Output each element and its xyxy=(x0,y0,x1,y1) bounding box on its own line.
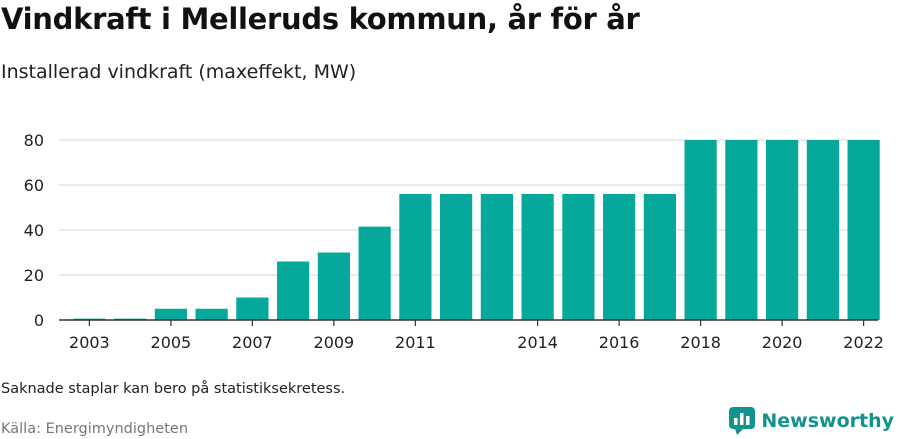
x-tick-label: 2022 xyxy=(843,333,884,352)
brand-logo[interactable]: Newsworthy xyxy=(729,407,894,435)
bar-2011 xyxy=(399,194,432,320)
bar-2021 xyxy=(806,140,839,320)
chart-title: Vindkraft i Melleruds kommun, år för år xyxy=(1,2,640,36)
bar-2017 xyxy=(643,194,676,320)
bar-2007 xyxy=(236,297,269,320)
x-tick-label: 2020 xyxy=(762,333,803,352)
bar-2022 xyxy=(847,140,880,320)
y-tick-label: 20 xyxy=(24,266,44,285)
bar-2009 xyxy=(317,252,350,320)
bar-2006 xyxy=(195,308,228,320)
y-tick-label: 0 xyxy=(34,311,44,330)
x-tick-label: 2005 xyxy=(151,333,192,352)
footnote: Saknade staplar kan bero på statistiksek… xyxy=(1,381,346,397)
x-tick-label: 2011 xyxy=(395,333,436,352)
tick-labels: 0 20 40 60 80 2003 2005 2007 2009 2011 2014 2016 201… xyxy=(24,131,884,352)
bar-2020 xyxy=(766,140,799,320)
bar-2016 xyxy=(603,194,636,320)
x-tick-label: 2003 xyxy=(69,333,110,352)
x-tick-label: 2016 xyxy=(599,333,640,352)
axes xyxy=(59,319,878,326)
x-tick-label: 2018 xyxy=(680,333,721,352)
chart-subtitle: Installerad vindkraft (maxeffekt, MW) xyxy=(1,61,357,83)
y-tick-label: 40 xyxy=(24,221,44,240)
bar-2019 xyxy=(725,140,758,320)
bar-chart: 0 20 40 60 80 2003 2005 2007 2009 2011 2014 2016 201… xyxy=(24,131,884,352)
source-text: Källa: Energimyndigheten xyxy=(1,421,189,437)
bar-2018 xyxy=(684,140,717,320)
bars xyxy=(73,140,880,320)
x-tick-label: 2007 xyxy=(232,333,273,352)
bar-2014 xyxy=(521,194,554,320)
x-tick-label: 2009 xyxy=(314,333,355,352)
bar-2015 xyxy=(562,194,595,320)
x-tick-label: 2014 xyxy=(517,333,558,352)
bar-2013 xyxy=(480,194,513,320)
y-tick-label: 80 xyxy=(24,131,44,150)
bar-2008 xyxy=(277,261,310,320)
y-tick-label: 60 xyxy=(24,176,44,195)
bar-2005 xyxy=(154,308,187,320)
bar-2012 xyxy=(440,194,473,320)
bar-chart-logo-icon xyxy=(729,407,756,435)
brand-name: Newsworthy xyxy=(761,410,894,432)
bar-2010 xyxy=(358,226,391,320)
